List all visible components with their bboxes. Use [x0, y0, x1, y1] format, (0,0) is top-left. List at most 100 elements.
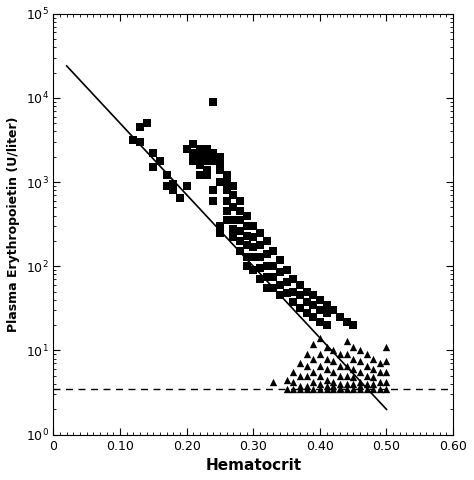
Y-axis label: Plasma Erythropoietin (U/liter): Plasma Erythropoietin (U/liter): [7, 117, 20, 332]
Point: [136, 138, 144, 146]
Point: [263, 273, 270, 281]
Point: [343, 385, 350, 393]
Point: [283, 385, 291, 393]
Point: [290, 288, 297, 296]
Point: [336, 362, 344, 370]
Point: [369, 373, 377, 381]
Point: [316, 380, 324, 388]
Point: [296, 360, 304, 367]
Point: [263, 263, 270, 270]
Point: [216, 222, 224, 230]
Point: [383, 378, 390, 386]
Point: [329, 385, 337, 393]
Point: [283, 376, 291, 384]
Point: [303, 309, 310, 317]
Point: [369, 365, 377, 373]
Point: [356, 378, 364, 386]
Point: [303, 385, 310, 393]
Point: [336, 384, 344, 392]
Point: [143, 120, 150, 127]
Point: [269, 248, 277, 255]
Point: [316, 334, 324, 342]
Point: [243, 212, 250, 219]
Point: [136, 123, 144, 131]
Point: [349, 321, 357, 329]
Point: [343, 362, 350, 370]
Point: [290, 276, 297, 283]
Point: [149, 149, 157, 157]
Point: [323, 343, 330, 351]
Point: [190, 141, 197, 148]
Point: [229, 182, 237, 190]
Point: [343, 350, 350, 358]
Point: [203, 157, 210, 165]
Point: [369, 380, 377, 388]
Point: [249, 243, 257, 251]
Point: [323, 382, 330, 390]
Point: [323, 309, 330, 317]
Point: [229, 204, 237, 211]
Point: [296, 382, 304, 390]
Point: [356, 369, 364, 376]
Point: [249, 234, 257, 241]
Point: [376, 369, 383, 376]
Point: [383, 369, 390, 376]
Point: [303, 372, 310, 380]
Point: [249, 222, 257, 230]
Point: [243, 222, 250, 230]
Point: [243, 263, 250, 270]
Point: [249, 266, 257, 274]
Point: [203, 145, 210, 153]
Point: [296, 281, 304, 289]
Point: [296, 304, 304, 312]
Point: [296, 372, 304, 380]
Point: [383, 357, 390, 365]
Point: [170, 186, 177, 194]
Point: [276, 268, 284, 276]
Point: [323, 365, 330, 373]
Point: [329, 369, 337, 376]
Point: [329, 347, 337, 354]
Point: [283, 266, 291, 274]
Point: [223, 171, 230, 179]
Point: [216, 229, 224, 237]
Point: [196, 145, 204, 153]
Point: [210, 197, 217, 204]
Point: [303, 298, 310, 305]
Point: [196, 153, 204, 161]
Point: [310, 378, 317, 386]
Point: [129, 136, 137, 144]
Point: [216, 161, 224, 169]
Point: [236, 216, 244, 224]
Point: [356, 347, 364, 354]
Point: [203, 149, 210, 157]
Point: [369, 355, 377, 362]
Point: [263, 284, 270, 292]
Point: [329, 378, 337, 386]
Point: [310, 340, 317, 348]
Point: [343, 318, 350, 325]
Point: [283, 278, 291, 286]
Point: [363, 380, 370, 388]
Point: [376, 360, 383, 367]
Point: [216, 166, 224, 174]
Point: [229, 225, 237, 232]
Point: [336, 313, 344, 321]
Point: [316, 372, 324, 380]
Point: [236, 248, 244, 255]
Point: [223, 216, 230, 224]
Point: [343, 372, 350, 380]
Point: [316, 385, 324, 393]
Point: [283, 289, 291, 297]
Point: [183, 145, 191, 153]
Point: [243, 232, 250, 240]
Point: [149, 163, 157, 171]
Point: [336, 380, 344, 388]
Point: [369, 385, 377, 393]
Point: [329, 306, 337, 314]
Point: [323, 376, 330, 384]
Point: [210, 149, 217, 157]
Point: [203, 171, 210, 179]
Point: [223, 178, 230, 186]
Point: [336, 385, 344, 393]
